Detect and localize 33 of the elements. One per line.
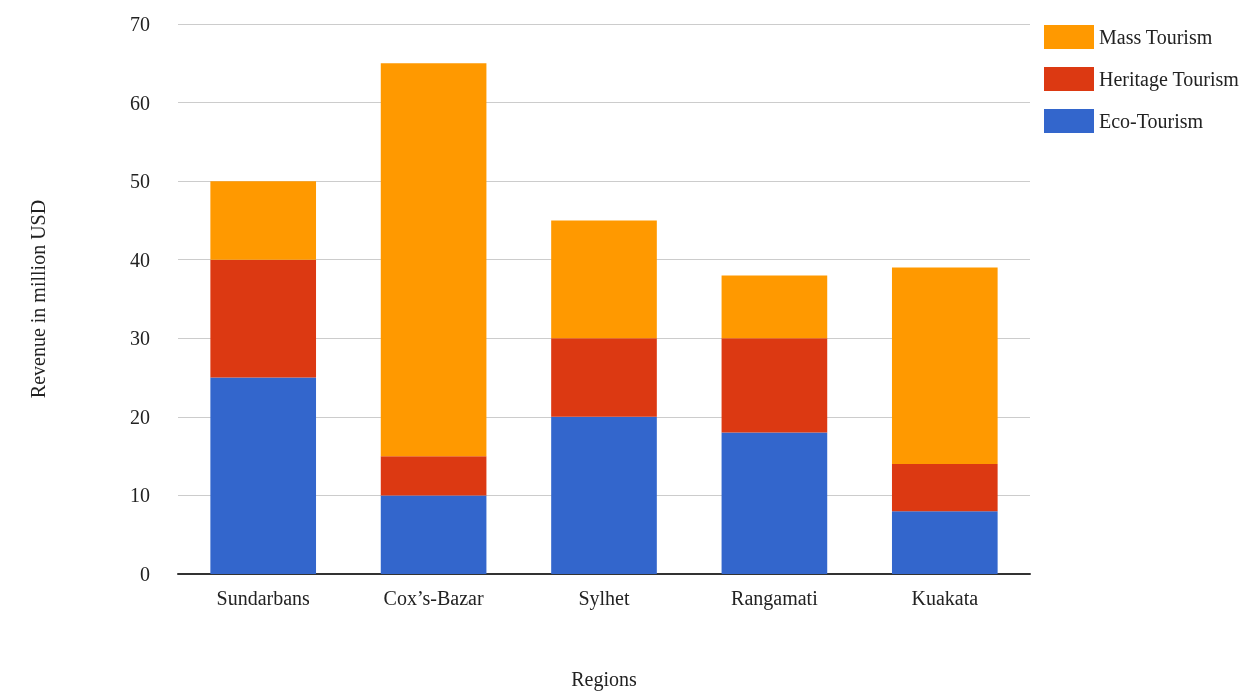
y-tick-label: 0 [140,563,150,585]
y-tick-label: 50 [130,170,150,193]
bar [721,432,828,574]
y-tick-label: 60 [130,91,150,114]
bar [380,456,487,496]
y-tick-label: 20 [130,405,150,428]
x-tick-label: Sylhet [578,587,630,610]
bar [551,338,657,417]
legend-label: Mass Tourism [1099,26,1213,48]
legend-label: Heritage Tourism [1099,68,1240,91]
x-tick-label: Kuakata [911,587,979,609]
bar [210,377,317,574]
y-tick-label: 30 [130,327,150,350]
y-tick-label: 70 [130,13,150,35]
legend-label: Eco-Tourism [1099,110,1204,132]
bar [551,220,657,339]
bar [721,275,828,339]
bar [380,495,487,574]
x-tick-label: Sundarbans [216,587,311,609]
x-tick-label: Rangamati [731,587,819,610]
bar [210,181,317,260]
bar [551,416,657,574]
y-tick-label: 40 [130,248,150,271]
y-tick-label: 10 [130,484,150,507]
x-axis-title: Regions [571,668,637,691]
bar [891,464,998,512]
bar [210,259,317,378]
bar [380,63,487,457]
y-axis-title: Revenue in million USD [27,199,49,399]
x-tick-label: Cox’s-Bazar [383,587,484,609]
bar [891,267,998,464]
bar [721,338,828,433]
bar [891,511,998,574]
